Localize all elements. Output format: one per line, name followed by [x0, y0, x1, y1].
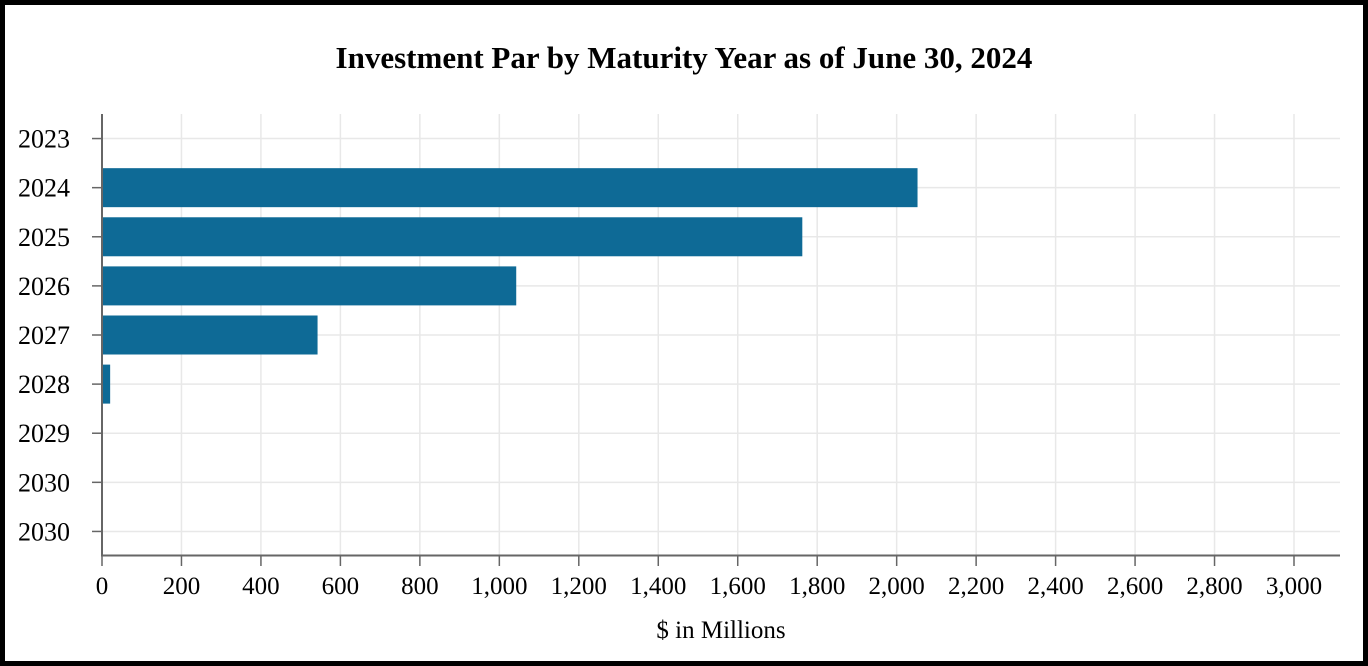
- x-tick-label: 2,400: [1027, 573, 1083, 600]
- x-axis-title: $ in Millions: [656, 617, 786, 644]
- x-tick-label: 2,800: [1186, 573, 1242, 600]
- bar-2026: [103, 266, 517, 306]
- x-tick-label: 0: [96, 573, 109, 600]
- chart-title: Investment Par by Maturity Year as of Ju…: [335, 40, 1033, 75]
- x-tick-label: 1,200: [551, 573, 607, 600]
- x-tick-label: 400: [242, 573, 280, 600]
- x-tick-label: 200: [163, 573, 201, 600]
- bar-chart: 2023 2024 2025 2026 2027 2028 2029 2030 2030 0 200…: [18, 114, 1340, 600]
- y-tick-label: 2027: [18, 321, 70, 350]
- y-tick-label: 2025: [18, 223, 70, 252]
- x-tick-label: 2,000: [869, 573, 925, 600]
- y-tick-label: 2023: [18, 125, 70, 154]
- y-tick-label: 2024: [18, 174, 70, 203]
- x-tick-label: 1,600: [710, 573, 766, 600]
- bar-2028: [103, 364, 111, 404]
- y-tick-label: 2029: [18, 419, 70, 448]
- x-tick-label: 1,400: [630, 573, 686, 600]
- x-tick-label: 600: [322, 573, 360, 600]
- x-tick-label: 800: [401, 573, 439, 600]
- x-tick-label: 2,600: [1107, 573, 1163, 600]
- bar-2024: [103, 168, 918, 208]
- x-tick-label: 3,000: [1266, 573, 1322, 600]
- y-tick-label: 2030: [18, 468, 70, 497]
- y-tick-label: 2026: [18, 272, 70, 301]
- bar-2027: [103, 315, 318, 355]
- y-tick-label: 2028: [18, 370, 70, 399]
- x-tick-label: 2,200: [948, 573, 1004, 600]
- y-tick-label: 2030: [18, 517, 70, 546]
- x-tick-label: 1,800: [789, 573, 845, 600]
- x-tick-label: 1,000: [471, 573, 527, 600]
- bar-2025: [103, 217, 803, 257]
